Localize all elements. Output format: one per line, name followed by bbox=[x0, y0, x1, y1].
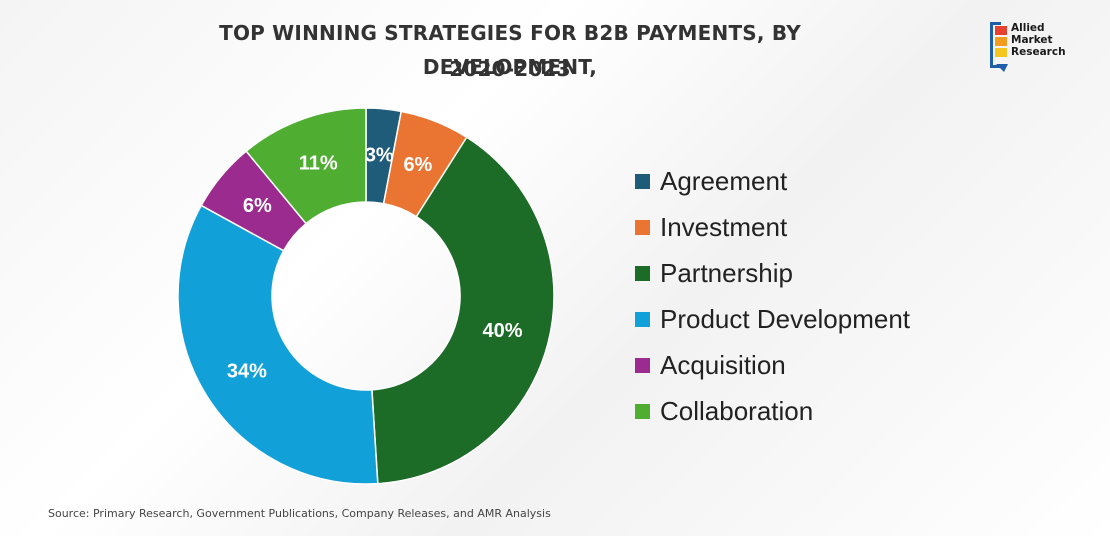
chart-title-line2: 2020-2023 bbox=[449, 57, 571, 81]
legend-label-collaboration: Collaboration bbox=[660, 395, 814, 426]
data-label-acquisition: 6% bbox=[243, 195, 272, 217]
logo-tail bbox=[996, 64, 1008, 72]
legend-swatch-collaboration bbox=[635, 403, 650, 419]
allied-market-research-logo: Allied Market Research bbox=[990, 20, 1085, 76]
legend-item-acquisition: Acquisition bbox=[635, 342, 910, 388]
legend-item-agreement: Agreement bbox=[635, 158, 910, 204]
legend-label-agreement: Agreement bbox=[660, 165, 788, 196]
legend-label-investment: Investment bbox=[660, 211, 788, 242]
logo-line1: Allied bbox=[1011, 22, 1045, 34]
logo-bar-1 bbox=[995, 26, 1007, 35]
legend-label-product-development: Product Development bbox=[660, 303, 911, 334]
logo-text: Allied Market Research bbox=[1011, 22, 1085, 58]
chart-title-line1: TOP WINNING STRATEGIES FOR B2B PAYMENTS,… bbox=[219, 21, 801, 79]
source-note: Source: Primary Research, Government Pub… bbox=[48, 507, 551, 520]
logo-bars bbox=[995, 26, 1007, 59]
data-label-collaboration: 11% bbox=[299, 152, 338, 174]
legend-label-acquisition: Acquisition bbox=[660, 349, 786, 380]
legend-swatch-acquisition bbox=[635, 357, 650, 373]
data-label-partnership: 40% bbox=[483, 320, 523, 342]
logo-line2: Market bbox=[1011, 34, 1053, 46]
chart-legend: Agreement Investment Partnership Product De… bbox=[635, 158, 910, 434]
data-label-agreement: 3% bbox=[365, 145, 394, 167]
legend-label-partnership: Partnership bbox=[660, 257, 793, 288]
legend-item-product-development: Product Development bbox=[635, 296, 910, 342]
slice-partnership bbox=[371, 136, 555, 485]
logo-line3: Research bbox=[1011, 46, 1066, 58]
legend-swatch-partnership bbox=[635, 265, 650, 281]
legend-swatch-agreement bbox=[635, 173, 650, 189]
slice-collaboration bbox=[245, 107, 367, 225]
legend-swatch-investment bbox=[635, 219, 650, 235]
legend-item-partnership: Partnership bbox=[635, 250, 910, 296]
logo-bar-2 bbox=[995, 37, 1007, 46]
legend-swatch-product-development bbox=[635, 311, 650, 327]
legend-item-collaboration: Collaboration bbox=[635, 388, 910, 434]
data-label-investment: 6% bbox=[403, 154, 432, 176]
data-label-product-development: 34% bbox=[227, 361, 267, 383]
legend-item-investment: Investment bbox=[635, 204, 910, 250]
slice-product-development bbox=[177, 204, 379, 485]
logo-bar-3 bbox=[995, 48, 1007, 57]
logo-frame bbox=[990, 22, 1001, 68]
